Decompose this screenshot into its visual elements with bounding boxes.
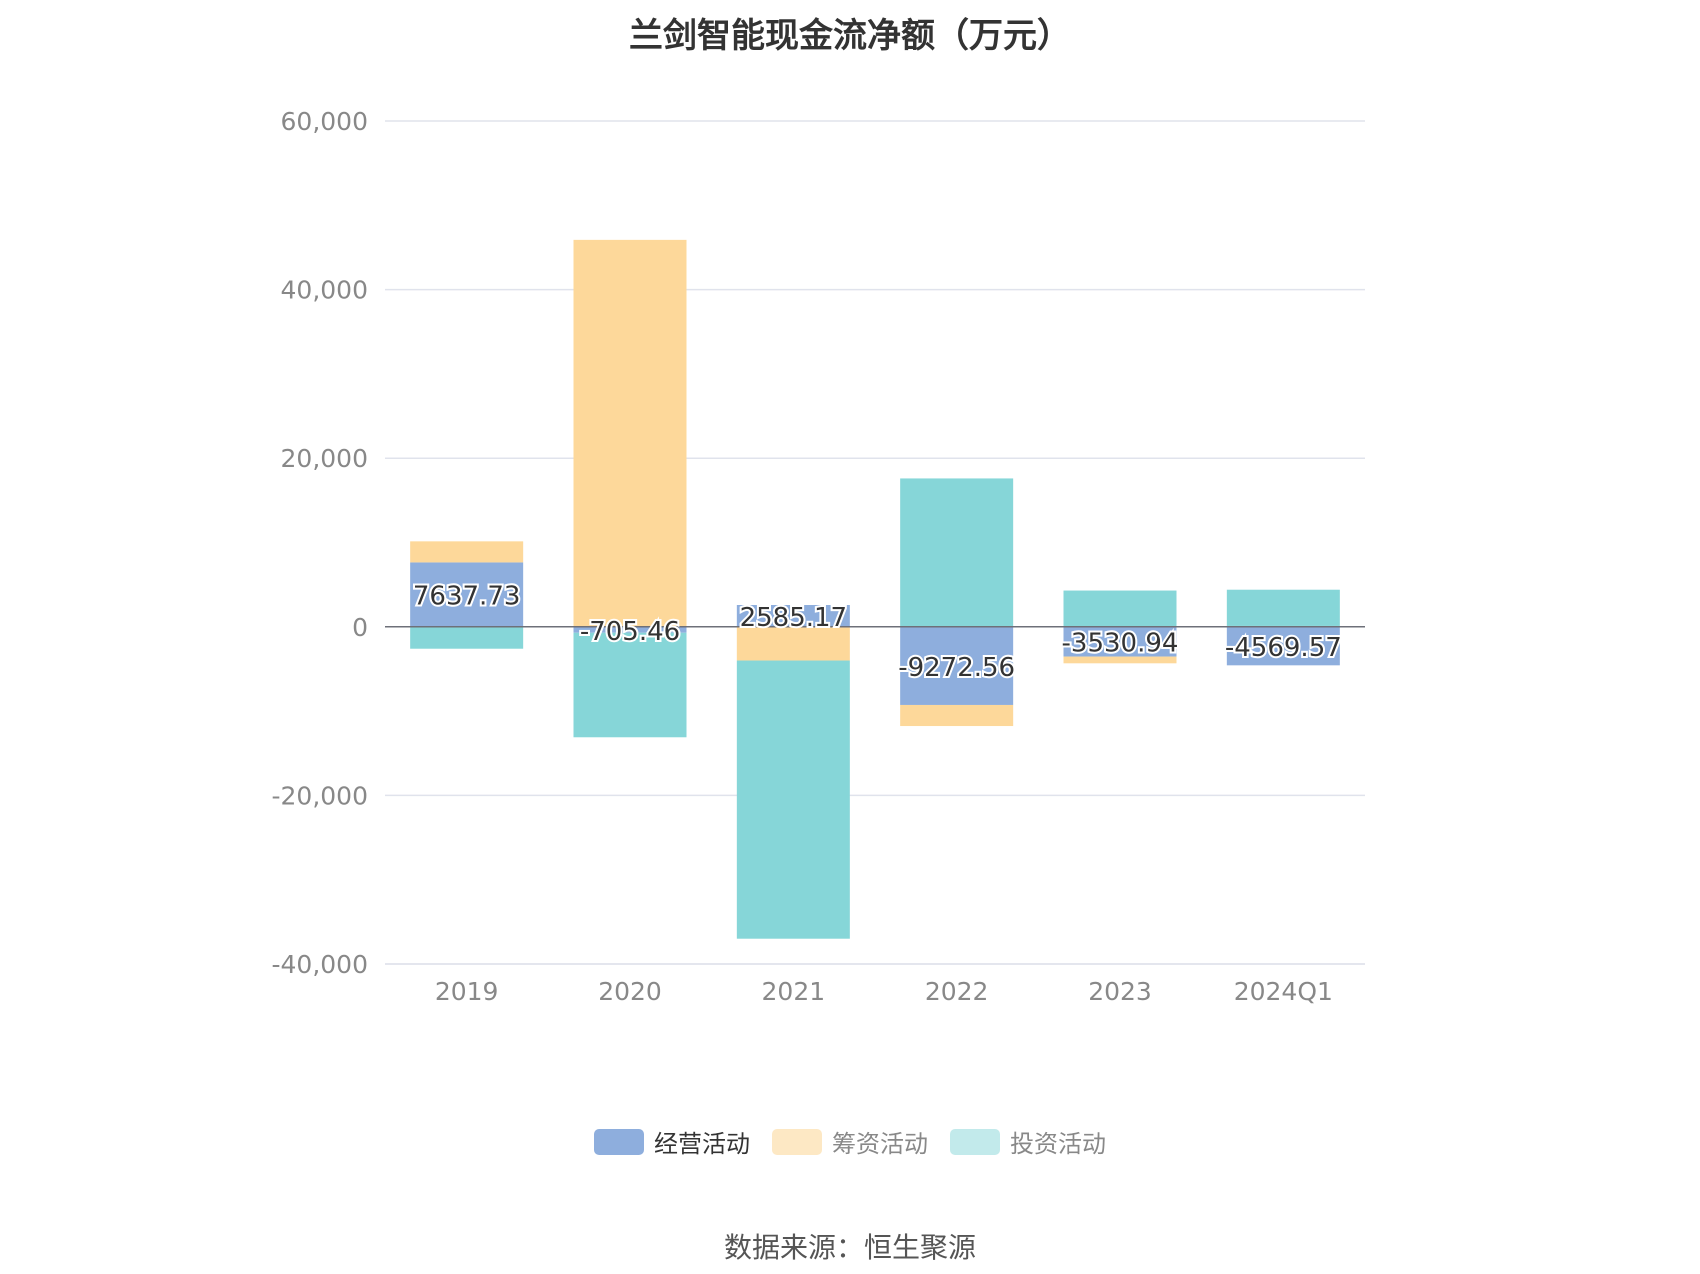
y-tick-label: 60,000 xyxy=(281,107,368,136)
y-tick-label: 20,000 xyxy=(281,444,368,473)
bar-2-1 xyxy=(573,632,687,738)
y-tick-label: 40,000 xyxy=(281,276,368,305)
bar-2-0 xyxy=(410,626,524,649)
chart-plot: 60,000 40,000 20,000 0 -20,000 -40,000 2019 202… xyxy=(272,107,1365,1006)
data-label: -4569.57 xyxy=(1225,633,1342,663)
bar-0-1 xyxy=(573,626,687,633)
chart-title: 兰剑智能现金流净额（万元） xyxy=(629,16,1071,56)
bar-1-3 xyxy=(900,704,1014,727)
x-tick-label: 2023 xyxy=(1088,977,1152,1006)
bar-2-5 xyxy=(1226,589,1340,626)
legend-swatch-operating xyxy=(594,1128,644,1155)
bar-1-2 xyxy=(736,626,850,661)
bar-0-0 xyxy=(410,562,524,627)
x-tick-label: 2024Q1 xyxy=(1234,977,1333,1006)
bar-0-4 xyxy=(1063,626,1177,657)
bar-2-3 xyxy=(900,478,1014,627)
data-label: 2585.17 xyxy=(740,603,848,633)
legend-label-financing: 筹资活动 xyxy=(832,1130,928,1158)
bar-2-2 xyxy=(736,660,850,939)
legend-swatch-financing xyxy=(772,1128,822,1155)
bar-0-3 xyxy=(900,626,1014,705)
x-tick-label: 2019 xyxy=(435,977,499,1006)
legend-item-operating[interactable]: 经营活动 xyxy=(594,1124,750,1159)
data-label: -705.46 xyxy=(580,617,680,647)
data-label: 7637.73 xyxy=(413,582,521,612)
data-source: 数据来源：恒生聚源 xyxy=(723,1231,976,1264)
legend-label-investing: 投资活动 xyxy=(1010,1130,1106,1158)
legend-swatch-investing xyxy=(950,1128,1000,1155)
bar-0-2 xyxy=(736,605,850,627)
legend-item-financing[interactable]: 筹资活动 xyxy=(772,1124,928,1159)
legend-item-investing[interactable]: 投资活动 xyxy=(950,1124,1106,1159)
y-tick-label: -40,000 xyxy=(272,950,369,979)
legend: 经营活动 筹资活动 投资活动 xyxy=(0,1124,1700,1159)
x-tick-label: 2020 xyxy=(598,977,662,1006)
data-label: -3530.94 xyxy=(1062,629,1179,659)
x-tick-label: 2021 xyxy=(762,977,826,1006)
bar-2-4 xyxy=(1063,590,1177,627)
bar-1-1 xyxy=(573,239,687,627)
y-tick-label: -20,000 xyxy=(272,781,369,810)
bar-1-0 xyxy=(410,541,524,563)
bar-0-5 xyxy=(1226,626,1340,666)
bar-1-4 xyxy=(1063,656,1177,664)
y-tick-label: 0 xyxy=(352,613,368,642)
legend-label-operating: 经营活动 xyxy=(654,1130,750,1158)
x-tick-label: 2022 xyxy=(925,977,989,1006)
data-label: -9272.56 xyxy=(898,653,1015,683)
